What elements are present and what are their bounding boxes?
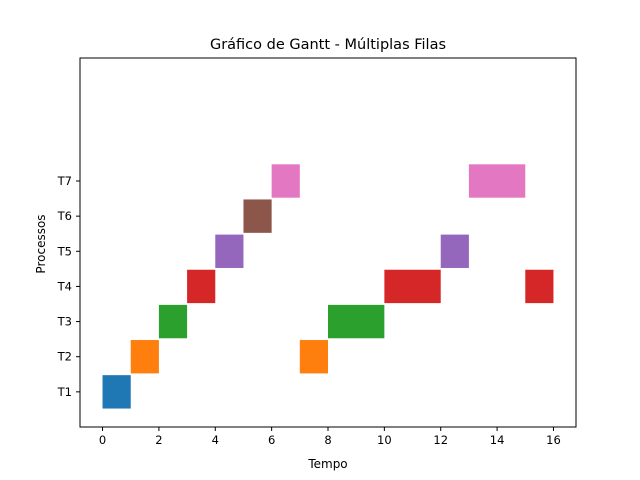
bar-t4-3	[525, 269, 554, 304]
bar-t5-2	[440, 234, 469, 268]
bar-t4-1	[187, 269, 216, 304]
y-tick-label: T7	[57, 174, 72, 188]
bar-t6-1	[243, 199, 272, 233]
x-tick-label: 8	[324, 433, 331, 447]
y-tick-label: T1	[57, 385, 72, 399]
y-tick-label: T4	[57, 279, 72, 293]
x-axis-label: Tempo	[307, 457, 347, 471]
x-tick-label: 12	[433, 433, 448, 447]
bar-t2-2	[299, 340, 328, 374]
y-tick-label: T3	[57, 315, 72, 329]
bar-t7-2	[468, 164, 526, 198]
x-tick-label: 2	[155, 433, 162, 447]
bar-t7-1	[271, 164, 300, 198]
x-tick-label: 6	[268, 433, 275, 447]
bar-t3-1	[158, 304, 188, 339]
y-tick-label: T5	[57, 244, 72, 258]
bars-layer	[102, 164, 554, 409]
x-tick-label: 14	[490, 433, 505, 447]
y-tick-label: T6	[57, 209, 72, 223]
y-tick-label: T2	[57, 350, 72, 364]
bar-t2-1	[130, 340, 159, 374]
x-tick-label: 0	[99, 433, 106, 447]
x-tick-label: 16	[546, 433, 561, 447]
x-tick-label: 10	[377, 433, 392, 447]
y-axis-ticks: T1 T2 T3 T4 T5 T6 T7	[57, 174, 80, 399]
bar-t5-1	[215, 234, 244, 268]
y-axis-label: Processos	[34, 214, 48, 273]
bar-t1-1	[102, 375, 131, 409]
bar-t3-2	[328, 304, 385, 339]
x-axis-ticks: 0 2 4 6 8 10 12 14 16	[99, 427, 561, 447]
chart-title: Gráfico de Gantt - Múltiplas Filas	[210, 37, 446, 53]
x-tick-label: 4	[212, 433, 219, 447]
bar-t4-2	[384, 269, 441, 304]
